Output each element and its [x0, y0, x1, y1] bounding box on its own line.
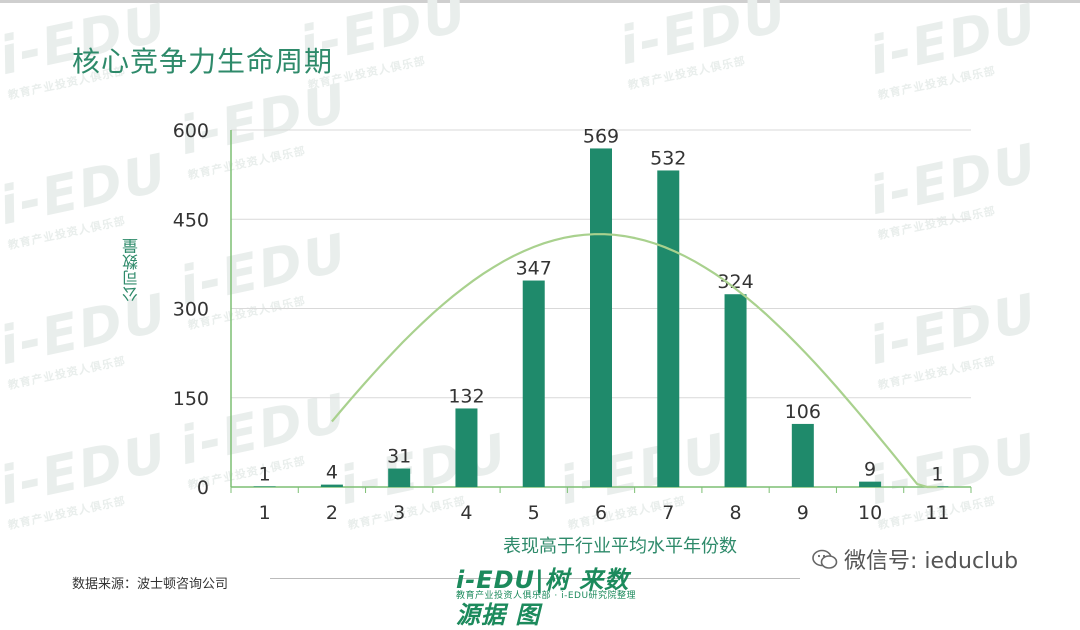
wechat-id: 微信号: ieduclub — [812, 543, 1018, 575]
data-source: 数据来源：波士顿咨询公司 — [72, 577, 229, 592]
y-tick-label: 300 — [173, 299, 209, 321]
top-rule — [0, 0, 1080, 3]
bar — [590, 148, 612, 487]
data-label: 31 — [387, 446, 411, 468]
wechat-text: 微信号: ieduclub — [844, 549, 1019, 574]
x-tick-label: 8 — [729, 502, 741, 524]
page-title: 核心竞争力生命周期 — [72, 45, 334, 78]
x-tick-label: 4 — [460, 502, 472, 524]
x-tick-label: 5 — [528, 502, 540, 524]
bar — [522, 280, 545, 487]
trend-curve — [331, 233, 938, 489]
bar — [859, 481, 882, 487]
data-label: 4 — [326, 462, 338, 484]
bar — [253, 486, 276, 487]
bar — [388, 468, 411, 487]
x-axis-label: 表现高于行业平均水平年份数 — [503, 536, 737, 557]
y-axis-label: 公司数量 — [122, 238, 141, 302]
x-tick-label: 11 — [925, 502, 949, 524]
x-tick-label: 6 — [595, 502, 607, 524]
x-tick-label: 2 — [326, 502, 338, 524]
y-tick-label: 450 — [173, 209, 209, 231]
data-label: 569 — [583, 125, 619, 147]
data-label: 532 — [650, 147, 686, 169]
logo-subtext: 教育产业投资人俱乐部 · i-EDU研究院整理 — [456, 591, 637, 601]
x-tick-label: 7 — [662, 502, 674, 524]
bar — [791, 423, 814, 487]
data-label: 347 — [516, 258, 552, 280]
iedu-logo: i-EDU|树 来数 源据 图 教育产业投资人俱乐部 · i-EDU研究院整理 — [456, 560, 646, 629]
y-tick-label: 0 — [197, 477, 209, 499]
wechat-icon — [812, 549, 838, 569]
bar — [320, 484, 343, 487]
bar — [657, 170, 680, 487]
data-label: 324 — [717, 271, 753, 293]
bar — [455, 408, 478, 487]
x-tick-label: 10 — [858, 502, 882, 524]
y-tick-label: 600 — [173, 120, 209, 142]
bar-chart: 0150300450600114231313243475569653273248… — [173, 120, 972, 524]
data-label: 132 — [448, 385, 484, 407]
data-label: 1 — [931, 463, 943, 485]
footer-divider — [270, 578, 800, 579]
y-tick-label: 150 — [173, 388, 209, 410]
x-tick-label: 3 — [393, 502, 405, 524]
x-tick-label: 9 — [797, 502, 809, 524]
data-label: 9 — [864, 459, 876, 481]
data-label: 1 — [259, 463, 271, 485]
data-label: 106 — [785, 401, 821, 423]
x-tick-label: 1 — [259, 502, 271, 524]
bar — [724, 294, 747, 487]
